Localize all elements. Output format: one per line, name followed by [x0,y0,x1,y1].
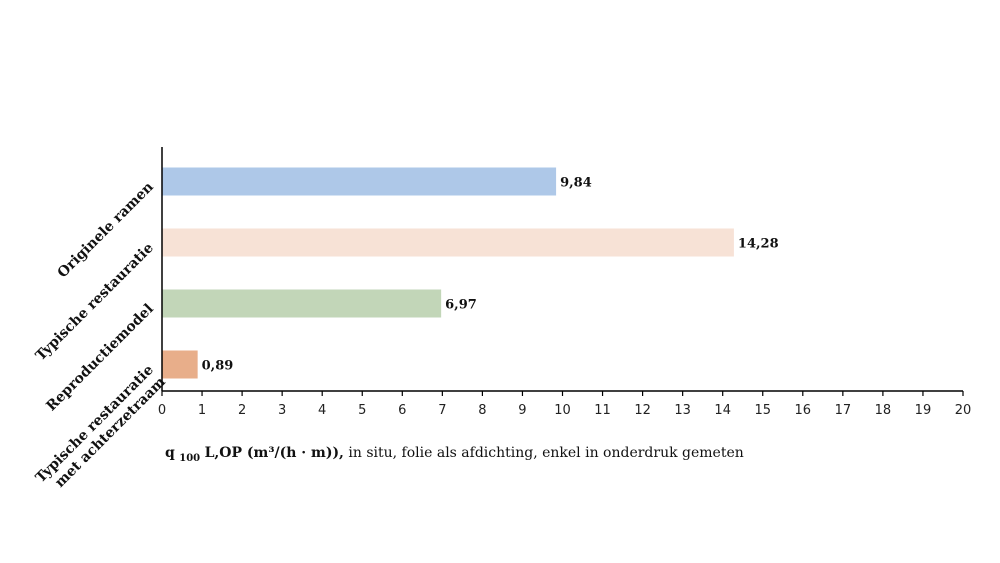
bar-4 [162,350,198,379]
data-label-3: 6,97 [445,298,477,313]
x-axis-title-rest: in situ, folie als afdichting, enkel in … [348,445,743,461]
category-label-4: Typische restauratiemet achterzetraam [33,362,169,498]
x-tick-label-8: 8 [478,403,486,418]
x-tick-label-19: 19 [915,403,932,418]
x-tick-label-4: 4 [318,403,326,418]
x-tick-label-16: 16 [795,403,812,418]
x-tick-label-10: 10 [554,403,571,418]
x-tick-label-20: 20 [955,403,972,418]
x-ticks-layer: 0 1 2 3 4 5 6 7 8 9 10 11 12 13 14 15 16 17 18 19 20 [158,391,971,418]
bar-1 [162,167,557,196]
x-tick-label-9: 9 [518,403,526,418]
data-label-2: 14,28 [738,237,779,252]
x-tick-label-18: 18 [875,403,892,418]
bar-2 [162,228,734,257]
x-tick-label-13: 13 [674,403,691,418]
x-tick-label-17: 17 [835,403,852,418]
category-label-2: Typische restauratie [33,240,157,364]
category-label-4-line-1: Typische restauratie [33,362,157,486]
bars-layer [162,167,734,379]
bar-3 [162,289,442,318]
x-axis-title: q 100 L,OP (m³/(h · m)), in situ, folie … [165,445,744,465]
x-tick-label-12: 12 [634,403,651,418]
x-tick-label-2: 2 [238,403,246,418]
x-axis-title-subscript: 100 [179,453,200,464]
x-tick-label-6: 6 [398,403,406,418]
data-label-4: 0,89 [202,359,234,374]
x-tick-label-3: 3 [278,403,286,418]
x-tick-label-1: 1 [198,403,206,418]
data-label-1: 9,84 [560,176,592,191]
x-tick-label-11: 11 [594,403,611,418]
x-tick-label-7: 7 [438,403,446,418]
x-tick-label-5: 5 [358,403,366,418]
data-labels-layer: 9,84 14,28 6,97 0,89 [202,176,779,374]
x-axis-title-q: q [165,445,175,461]
x-axis-title-main: L,OP (m³/(h · m)), [205,445,344,461]
category-label-2-line-1: Typische restauratie [33,240,157,364]
x-tick-label-0: 0 [158,403,166,418]
x-tick-label-14: 14 [714,403,731,418]
x-tick-label-15: 15 [754,403,771,418]
